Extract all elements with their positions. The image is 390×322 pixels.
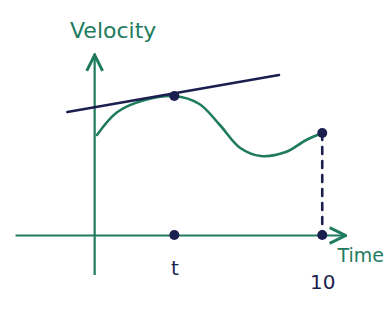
x-tick: 10 xyxy=(310,235,335,294)
line xyxy=(67,75,279,112)
x-axis: t 10 xyxy=(16,235,346,294)
marks xyxy=(67,75,327,240)
y-axis-line xyxy=(94,55,96,275)
x-axis-line xyxy=(16,234,346,236)
x-axis-title: Time xyxy=(337,244,385,266)
x-tick-label: t xyxy=(171,256,179,280)
y-axis-title: Velocity xyxy=(70,18,156,43)
chart: t 10 Velocity Time xyxy=(0,0,390,322)
point xyxy=(317,230,327,240)
x-tick-label: 10 xyxy=(310,270,335,294)
y-axis xyxy=(94,55,95,275)
line xyxy=(97,96,322,156)
dashed-line xyxy=(321,133,324,235)
point xyxy=(169,91,179,101)
point xyxy=(317,128,327,138)
x-tick: t xyxy=(171,235,179,280)
point xyxy=(169,230,179,240)
